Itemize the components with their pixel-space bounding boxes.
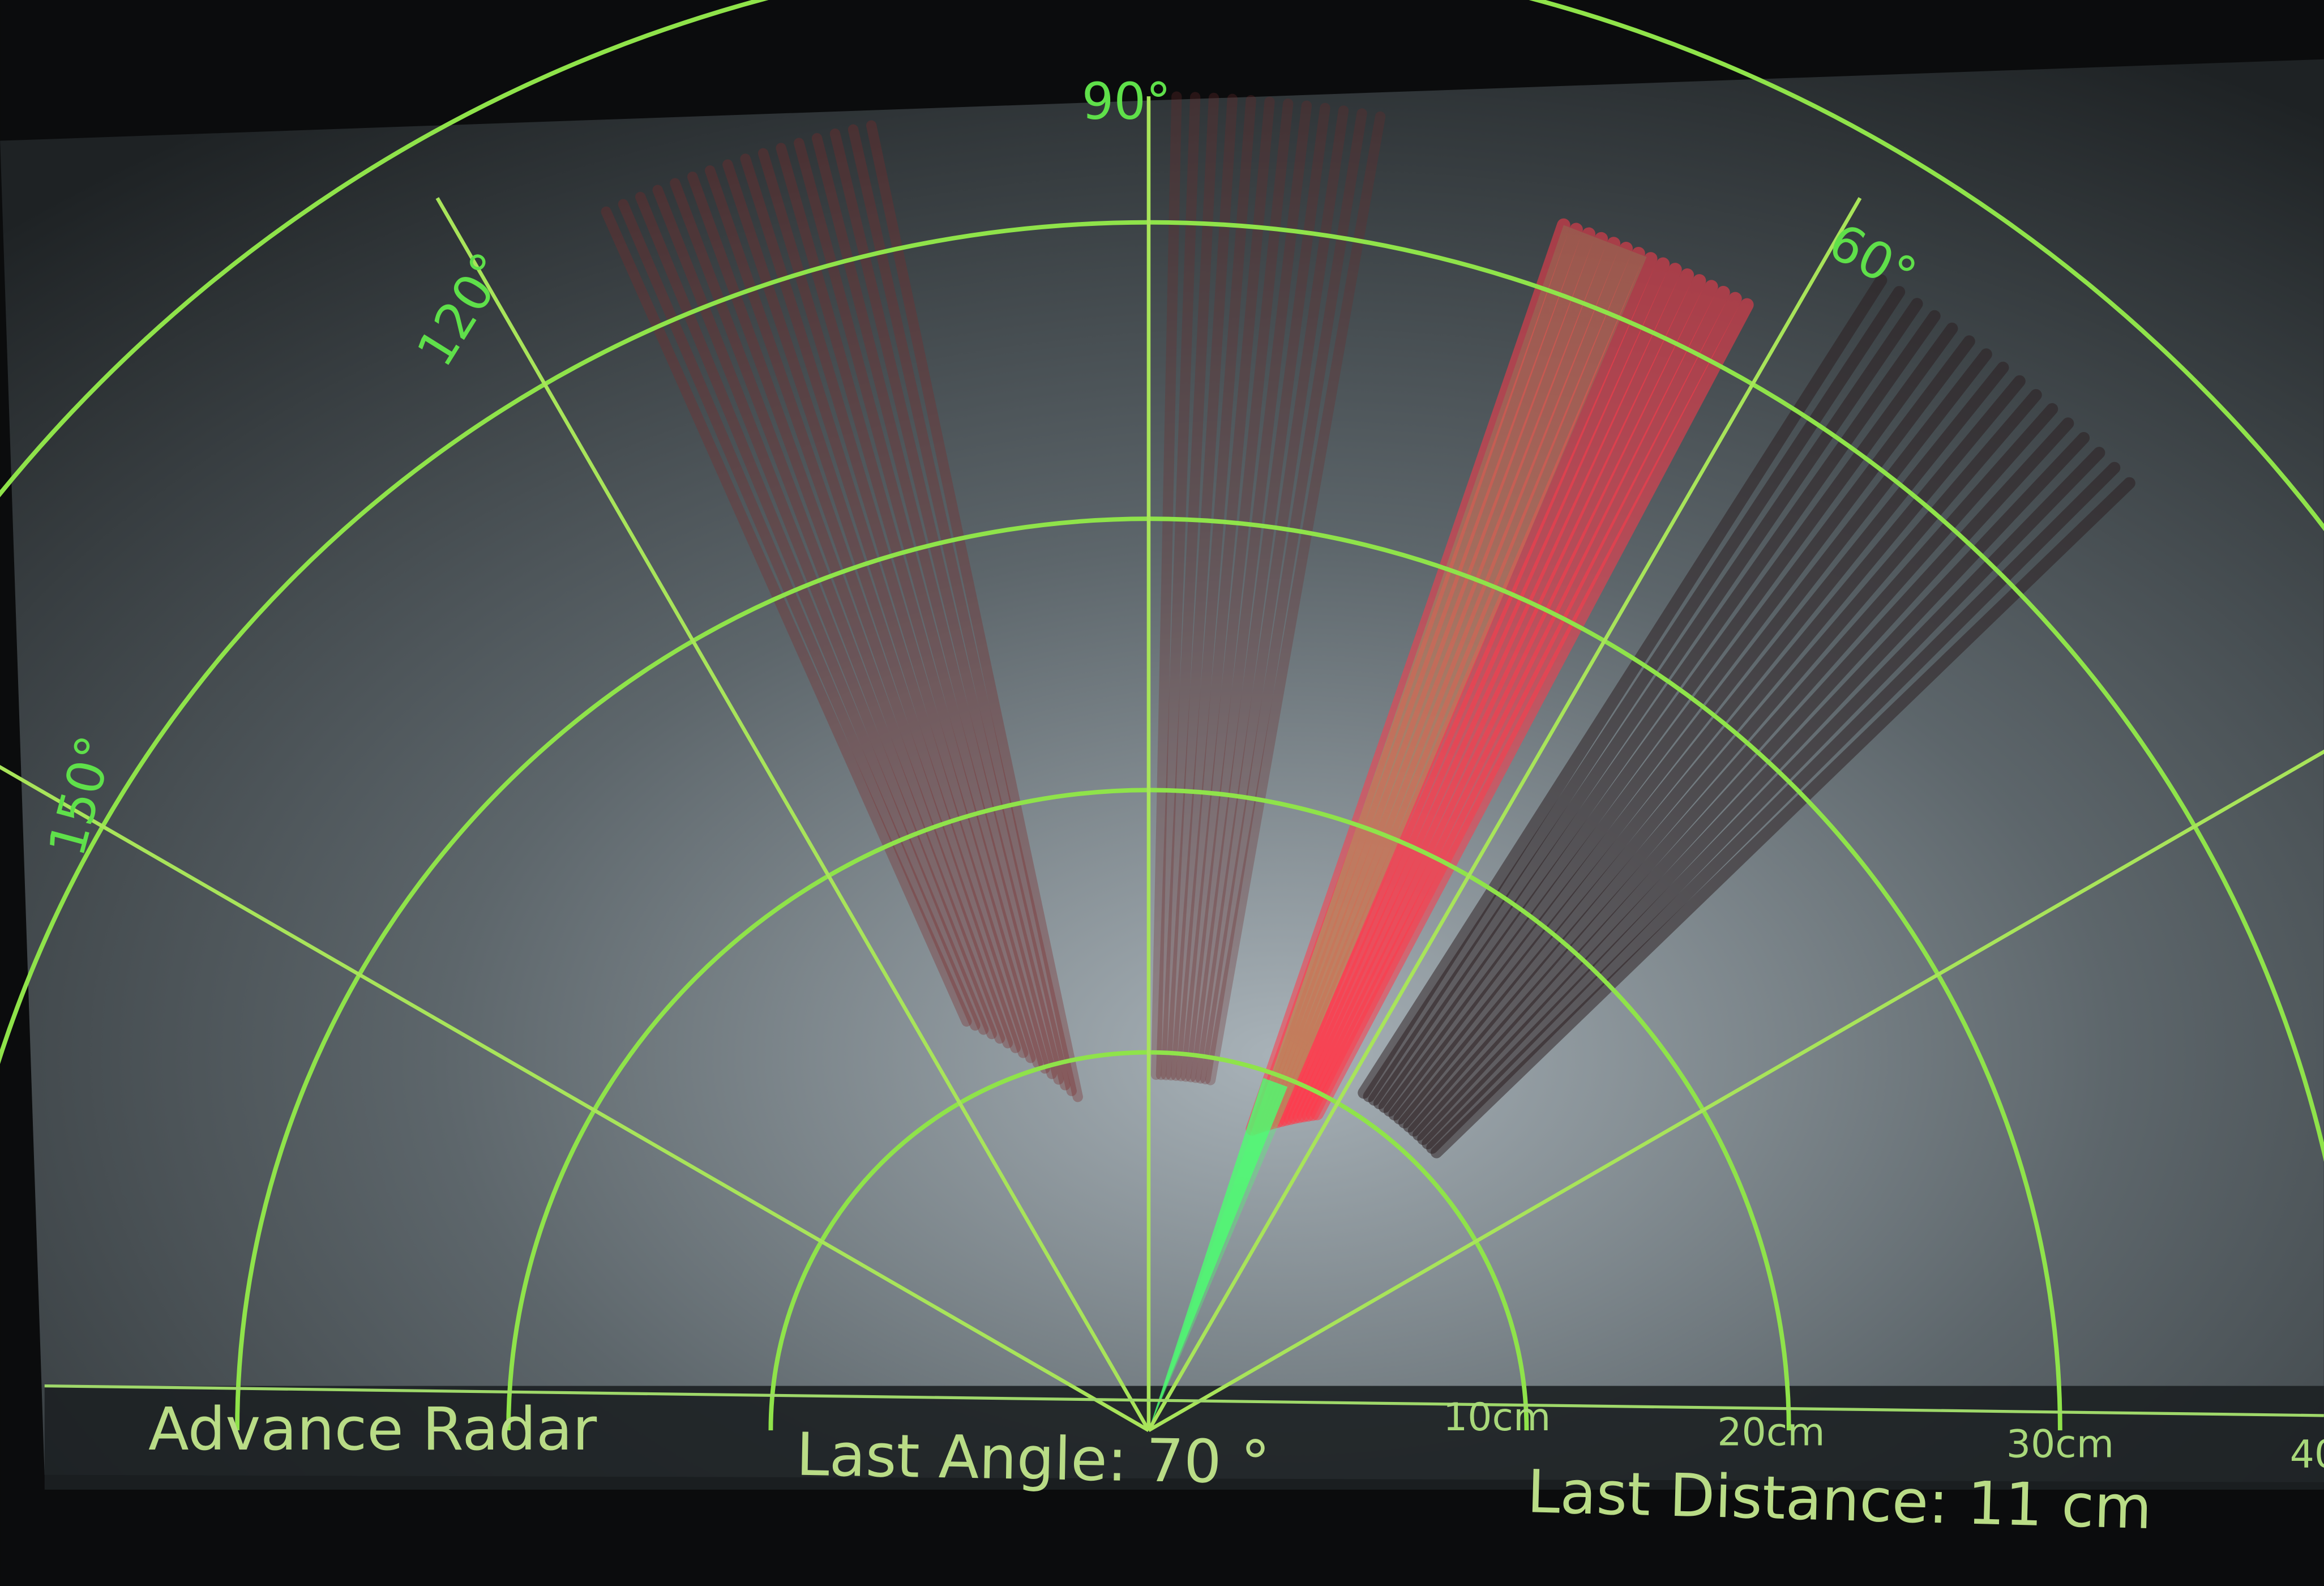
sweep-beam xyxy=(1148,1078,1288,1431)
screen xyxy=(0,59,2324,1482)
status-bar xyxy=(44,1386,2324,1490)
beam xyxy=(776,143,1050,1074)
distance-label: 30cm xyxy=(2006,1422,2114,1467)
last-angle: Last Angle: 70 ° xyxy=(795,1420,1270,1498)
distance-label: 40cm xyxy=(2290,1433,2324,1477)
beam xyxy=(1373,310,1941,1110)
beam xyxy=(1413,417,2074,1141)
beam xyxy=(1398,375,2026,1128)
beam xyxy=(811,133,1064,1085)
beam xyxy=(1417,431,2090,1145)
beam xyxy=(635,191,989,1035)
beam xyxy=(1358,274,1888,1099)
beam xyxy=(601,206,972,1027)
beam xyxy=(1161,92,1219,1080)
beam xyxy=(829,129,1071,1091)
beam xyxy=(1426,461,2121,1154)
beam xyxy=(1430,477,2135,1158)
beam xyxy=(757,148,1043,1068)
angle-line xyxy=(0,764,1150,1432)
sweep-beam xyxy=(1148,225,1647,1431)
angle-line xyxy=(1147,197,1862,1431)
beam xyxy=(1180,98,1294,1082)
beam xyxy=(722,159,1029,1058)
beam xyxy=(740,153,1036,1063)
beam xyxy=(1155,92,1201,1080)
distance-label: 20cm xyxy=(1717,1410,1825,1455)
app-title: Advance Radar xyxy=(148,1395,597,1464)
beam xyxy=(704,165,1021,1053)
beam xyxy=(1368,298,1923,1106)
angle-line xyxy=(435,197,1150,1431)
beam xyxy=(1175,96,1275,1081)
beam xyxy=(1383,335,1975,1117)
beam xyxy=(1403,389,2042,1132)
beam xyxy=(1150,91,1182,1080)
beam xyxy=(687,172,1013,1049)
beam xyxy=(794,138,1058,1079)
beam xyxy=(1185,100,1312,1083)
baseline xyxy=(44,1384,2324,1417)
beams xyxy=(601,91,2135,1431)
last-distance: Last Distance: 11 cm xyxy=(1526,1457,2153,1542)
beam xyxy=(1205,111,1386,1085)
beam xyxy=(652,185,997,1040)
beam xyxy=(1200,108,1367,1085)
beam xyxy=(1166,93,1238,1081)
radar-grid xyxy=(0,0,2324,1432)
beam xyxy=(618,199,981,1031)
beam xyxy=(1190,102,1330,1083)
beam xyxy=(1170,95,1256,1081)
angle-line xyxy=(1148,749,2324,1432)
beam xyxy=(1363,286,1906,1102)
beam xyxy=(670,178,1005,1044)
beam xyxy=(1195,105,1349,1084)
beam xyxy=(1388,348,1992,1121)
angle-label: 90° xyxy=(1082,71,1171,130)
distance-label: 10cm xyxy=(1443,1395,1551,1440)
beam xyxy=(848,124,1077,1096)
beam xyxy=(1407,403,2058,1137)
beam xyxy=(1393,361,2009,1125)
beam xyxy=(866,120,1083,1102)
beam xyxy=(1422,447,2105,1149)
beam xyxy=(1378,322,1958,1113)
